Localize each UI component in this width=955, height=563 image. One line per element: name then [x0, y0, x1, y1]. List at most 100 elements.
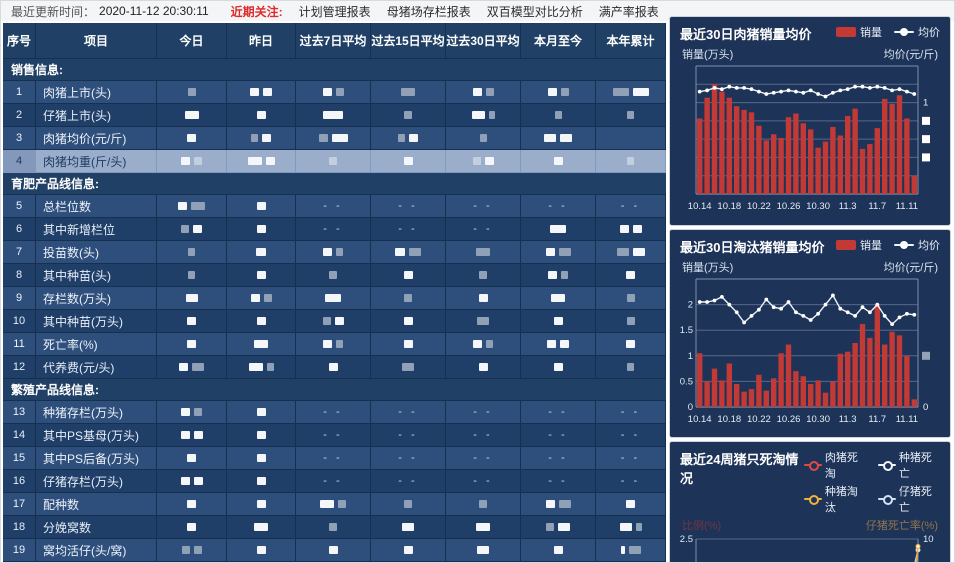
table-row[interactable]: 2 仔猪上市(头): [3, 104, 666, 127]
redacted-value-block: [626, 294, 635, 302]
chart3-legend-piglet-death[interactable]: 仔猪死亡: [878, 483, 940, 515]
value-cell: [227, 333, 296, 356]
redacted-value-block: [263, 294, 272, 302]
redacted-value-block: [485, 88, 494, 96]
value-cell: - -: [596, 195, 666, 218]
table-row[interactable]: 9 存栏数(万头): [3, 287, 666, 310]
value-cell: [227, 81, 296, 104]
value-cell: [227, 104, 296, 127]
value-cell: [157, 218, 227, 241]
table-row[interactable]: 13 种猪存栏(万头) - - - - - - - - - -: [3, 401, 666, 424]
row-label: 肉猪均价(元/斤): [36, 127, 157, 150]
row-label: 配种数: [36, 493, 157, 516]
redacted-value-block: [471, 111, 485, 119]
value-cell: [446, 310, 521, 333]
no-data-dash: - -: [398, 429, 418, 441]
svg-text:10.14: 10.14: [688, 201, 712, 212]
redacted-value-block: [477, 546, 489, 554]
chart1-legend-sales[interactable]: 销量: [836, 24, 882, 40]
table-row[interactable]: 10 其中种苗(万头): [3, 310, 666, 333]
value-cell: [157, 264, 227, 287]
column-header: 项目: [36, 23, 157, 59]
table-row[interactable]: 15 其中PS后备(万头) - - - - - - - - - -: [3, 447, 666, 470]
value-cell: [227, 424, 296, 447]
redacted-value-block: [325, 294, 341, 302]
chart2-canvas: 2 1.5 1 0.5 0 0 10.14 10.18 10.22 10.26 10.30 11.3 1…: [680, 275, 940, 429]
row-label: 死亡率(%): [36, 333, 157, 356]
table-row[interactable]: 6 其中新增栏位 - - - - - -: [3, 218, 666, 241]
chart2-legend-sales[interactable]: 销量: [836, 237, 882, 253]
table-row[interactable]: 7 投苗数(头): [3, 241, 666, 264]
row-number: 15: [3, 447, 36, 470]
chart1-canvas: 1 10.14 10.18 10.22 10.26 10.30 11.3 11.7 11.11: [680, 62, 940, 216]
redacted-value-block: [558, 248, 571, 256]
redacted-value-block: [266, 363, 274, 371]
value-cell: [521, 150, 596, 173]
table-row[interactable]: 1 肉猪上市(头): [3, 81, 666, 104]
value-cell: [446, 241, 521, 264]
value-cell: [521, 333, 596, 356]
table-row[interactable]: 19 窝均活仔(头/窝): [3, 539, 666, 562]
table-row[interactable]: 8 其中种苗(头): [3, 264, 666, 287]
tab-plan-report[interactable]: 计划管理报表: [298, 4, 371, 19]
tab-model-compare[interactable]: 双百模型对比分析: [486, 4, 583, 19]
value-cell: [446, 356, 521, 379]
value-cell: - -: [371, 195, 446, 218]
svg-text:10.22: 10.22: [747, 414, 771, 425]
svg-text:10.26: 10.26: [777, 414, 801, 425]
table-row[interactable]: 14 其中PS基母(万头) - - - - - - - - - -: [3, 424, 666, 447]
redacted-value-block: [553, 317, 563, 325]
table-row[interactable]: 4 肉猪均重(斤/头): [3, 150, 666, 173]
chart2-legend-price[interactable]: 均价: [894, 237, 940, 253]
value-cell: [521, 81, 596, 104]
tab-full-capacity-report[interactable]: 满产率报表: [598, 4, 659, 19]
chart1-legend-price[interactable]: 均价: [894, 24, 940, 40]
chart3-legend-breeder-death[interactable]: 种猪死亡: [878, 449, 940, 481]
row-number: 11: [3, 333, 36, 356]
row-label: 其中新增栏位: [36, 218, 157, 241]
bar-swatch-icon: [836, 240, 856, 250]
table-row[interactable]: 17 配种数: [3, 493, 666, 516]
value-cell: [296, 264, 371, 287]
row-label: 肉猪上市(头): [36, 81, 157, 104]
chart3-legend-breeder-cull[interactable]: 种猪淘汰: [804, 483, 866, 515]
redacted-value-block: [473, 340, 482, 348]
redacted-value-block: [395, 248, 405, 256]
table-row[interactable]: 11 死亡率(%): [3, 333, 666, 356]
legend-label: 销量: [860, 27, 882, 39]
chart3-right-axis-label: 仔猪死亡率(%): [865, 520, 938, 532]
redacted-value-block: [318, 134, 328, 142]
no-data-dash: - -: [620, 200, 641, 212]
redacted-value-block: [547, 340, 556, 348]
redacted-value-block: [616, 248, 629, 256]
no-data-dash: - -: [323, 223, 343, 235]
table-row[interactable]: 18 分娩窝数: [3, 516, 666, 539]
value-cell: - -: [521, 470, 596, 493]
value-cell: [157, 127, 227, 150]
no-data-dash: - -: [620, 452, 641, 464]
table-row[interactable]: 16 仔猪存栏(万头) - - - - - - - - - -: [3, 470, 666, 493]
value-cell: [157, 310, 227, 333]
chart3-legend-meat-pig[interactable]: 肉猪死淘: [804, 449, 866, 481]
row-number: 18: [3, 516, 36, 539]
redacted-value-block: [632, 248, 645, 256]
no-data-dash: - -: [323, 406, 343, 418]
redacted-value-block: [404, 111, 412, 119]
redacted-value-block: [402, 523, 414, 531]
redacted-value-block: [256, 546, 266, 554]
table-row[interactable]: 3 肉猪均价(元/斤): [3, 127, 666, 150]
value-cell: [227, 401, 296, 424]
redacted-value-block: [338, 500, 346, 508]
legend-label: 均价: [918, 27, 940, 39]
table-row[interactable]: 5 总栏位数 - - - - - - - - - -: [3, 195, 666, 218]
column-header: 序号: [3, 23, 36, 59]
tab-sow-farm-report[interactable]: 母猪场存栏报表: [386, 4, 471, 19]
value-cell: [521, 287, 596, 310]
no-data-dash: - -: [398, 475, 418, 487]
table-row[interactable]: 12 代养费(元/头): [3, 356, 666, 379]
redacted-value-block: [323, 340, 332, 348]
redacted-value-block: [486, 340, 493, 348]
value-cell: [227, 470, 296, 493]
redacted-value-block: [184, 111, 199, 119]
value-cell: [371, 310, 446, 333]
